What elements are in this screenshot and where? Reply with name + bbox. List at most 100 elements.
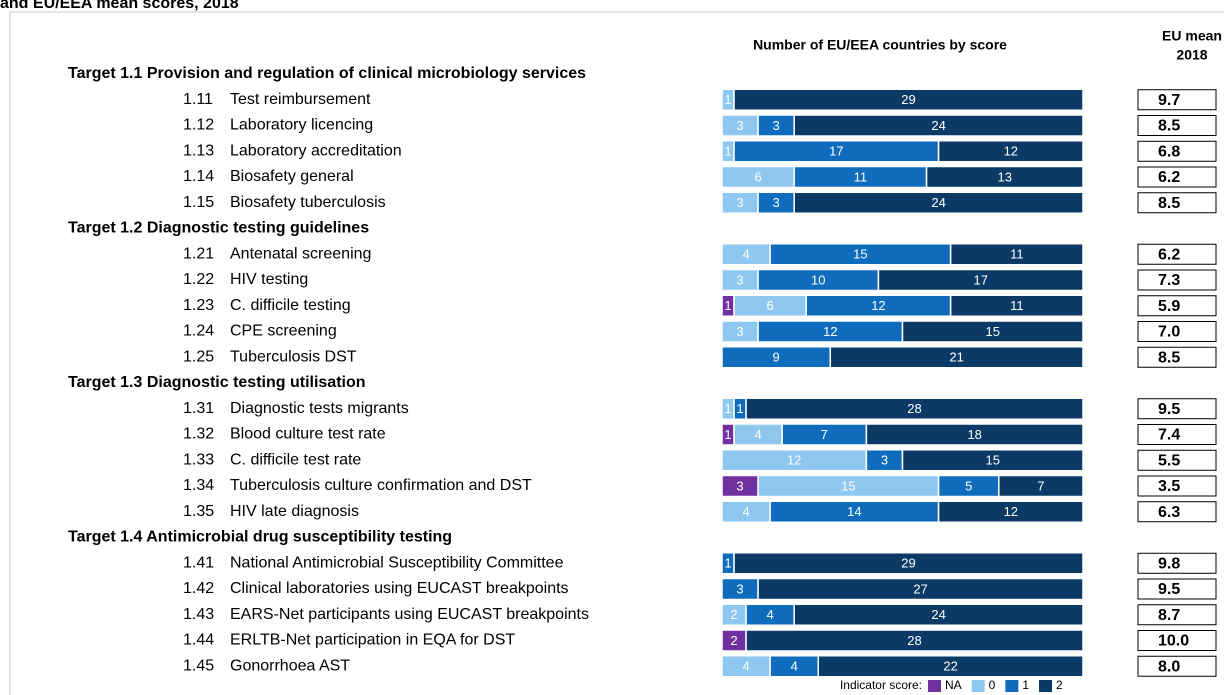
data-label: 3	[736, 478, 743, 493]
data-label: 3	[736, 118, 743, 133]
mean-box	[1137, 398, 1217, 420]
row-name: Laboratory licencing	[230, 117, 373, 134]
row-name: HIV late diagnosis	[230, 503, 359, 520]
mean-label: 5.5	[1158, 452, 1180, 469]
chart-title: and EU/EEA mean scores, 2018	[0, 0, 239, 12]
data-label: 28	[907, 633, 921, 648]
data-label: 6	[767, 298, 774, 313]
data-label: 5	[965, 478, 972, 493]
data-label: 4	[767, 607, 774, 622]
data-label: 1	[736, 401, 743, 416]
data-label: 10	[811, 272, 825, 287]
data-label: 14	[847, 504, 861, 519]
data-label: 7	[821, 427, 828, 442]
mean-label: 9.7	[1158, 92, 1180, 109]
data-label: 18	[967, 427, 981, 442]
row-code: 1.24	[183, 323, 214, 340]
row-name: C. difficile testing	[230, 297, 351, 314]
data-label: 12	[787, 453, 801, 468]
legend-label: 0	[989, 678, 996, 692]
data-label: 1	[724, 144, 731, 159]
data-label: 7	[1037, 478, 1044, 493]
row-name: Laboratory accreditation	[230, 142, 402, 159]
row-name: Tuberculosis DST	[230, 348, 357, 365]
bar-segment	[745, 397, 1084, 420]
bar-segment	[757, 577, 1084, 601]
row-code: 1.35	[183, 503, 214, 520]
row-name: HIV testing	[230, 271, 308, 288]
data-label: 2	[730, 607, 737, 622]
mean-box	[1137, 449, 1217, 471]
row-code: 1.42	[183, 580, 214, 597]
legend-title: Indicator score:	[840, 678, 922, 692]
data-label: 12	[1004, 144, 1018, 159]
row-code: 1.44	[183, 632, 214, 649]
data-label: 4	[742, 659, 749, 674]
mean-label: 7.4	[1158, 427, 1180, 444]
data-label: 17	[973, 272, 987, 287]
legend-swatch	[971, 680, 985, 692]
row-code: 1.43	[183, 606, 214, 623]
mean-box	[1137, 346, 1217, 368]
row-code: 1.31	[183, 400, 214, 417]
mean-box	[1137, 501, 1217, 523]
mean-label: 6.3	[1158, 504, 1180, 521]
row-code: 1.32	[183, 426, 214, 443]
data-label: 13	[998, 169, 1012, 184]
frame	[9, 11, 1224, 695]
data-label: 29	[901, 92, 915, 107]
mean-box	[1137, 552, 1217, 574]
row-code: 1.33	[183, 451, 214, 468]
data-label: 15	[841, 478, 855, 493]
row-code: 1.12	[183, 117, 214, 134]
row-code: 1.23	[183, 297, 214, 314]
row-name: EARS-Net participants using EUCAST break…	[230, 606, 589, 623]
data-label: 21	[949, 350, 963, 365]
mean-label: 8.5	[1158, 349, 1180, 366]
legend-swatch	[928, 680, 941, 692]
data-label: 24	[931, 607, 945, 622]
row-name: National Antimicrobial Susceptibility Co…	[230, 554, 564, 571]
mean-label: 9.8	[1158, 555, 1180, 572]
legend-label: 1	[1022, 678, 1029, 692]
row-name: Gonorrhoea AST	[230, 657, 350, 674]
bar-segment	[937, 500, 1084, 523]
row-code: 1.45	[183, 657, 214, 674]
row-name: Biosafety general	[230, 168, 354, 185]
data-label: 11	[1010, 247, 1024, 262]
chart-subtitle: Number of EU/EEA countries by score	[753, 37, 1007, 53]
data-label: 3	[736, 195, 743, 210]
data-label: 1	[724, 401, 731, 416]
bar-segment	[925, 165, 1084, 189]
data-label: 12	[871, 298, 885, 313]
bar-segment	[949, 243, 1084, 266]
group-title: Target 1.2 Diagnostic testing guidelines	[68, 220, 369, 237]
data-label: 3	[773, 195, 780, 210]
mean-label: 6.2	[1158, 169, 1180, 186]
data-label: 12	[823, 324, 837, 339]
row-code: 1.25	[183, 348, 214, 365]
bar-segment	[998, 474, 1084, 498]
data-label: 15	[853, 247, 867, 262]
bar-segment	[901, 320, 1084, 343]
legend-label: NA	[945, 678, 962, 692]
mean-header: EU mean	[1162, 28, 1222, 44]
data-label: 15	[986, 453, 1000, 468]
mean-box	[1137, 269, 1217, 291]
data-label: 1	[724, 427, 731, 442]
data-label: 3	[736, 581, 743, 596]
mean-label: 5.9	[1158, 298, 1180, 315]
mean-label: 7.3	[1158, 272, 1180, 289]
bar-segment	[793, 191, 1084, 214]
bar-segment	[817, 655, 1084, 678]
row-code: 1.14	[183, 168, 214, 185]
mean-box	[1137, 630, 1217, 651]
mean-box	[1137, 140, 1217, 162]
row-name: Biosafety tuberculosis	[230, 194, 386, 211]
data-label: 17	[829, 144, 843, 159]
mean-label: 9.5	[1158, 401, 1180, 418]
legend-swatch	[1005, 680, 1019, 692]
data-label: 11	[854, 169, 868, 184]
row-code: 1.15	[183, 194, 214, 211]
mean-label: 6.8	[1158, 143, 1180, 160]
